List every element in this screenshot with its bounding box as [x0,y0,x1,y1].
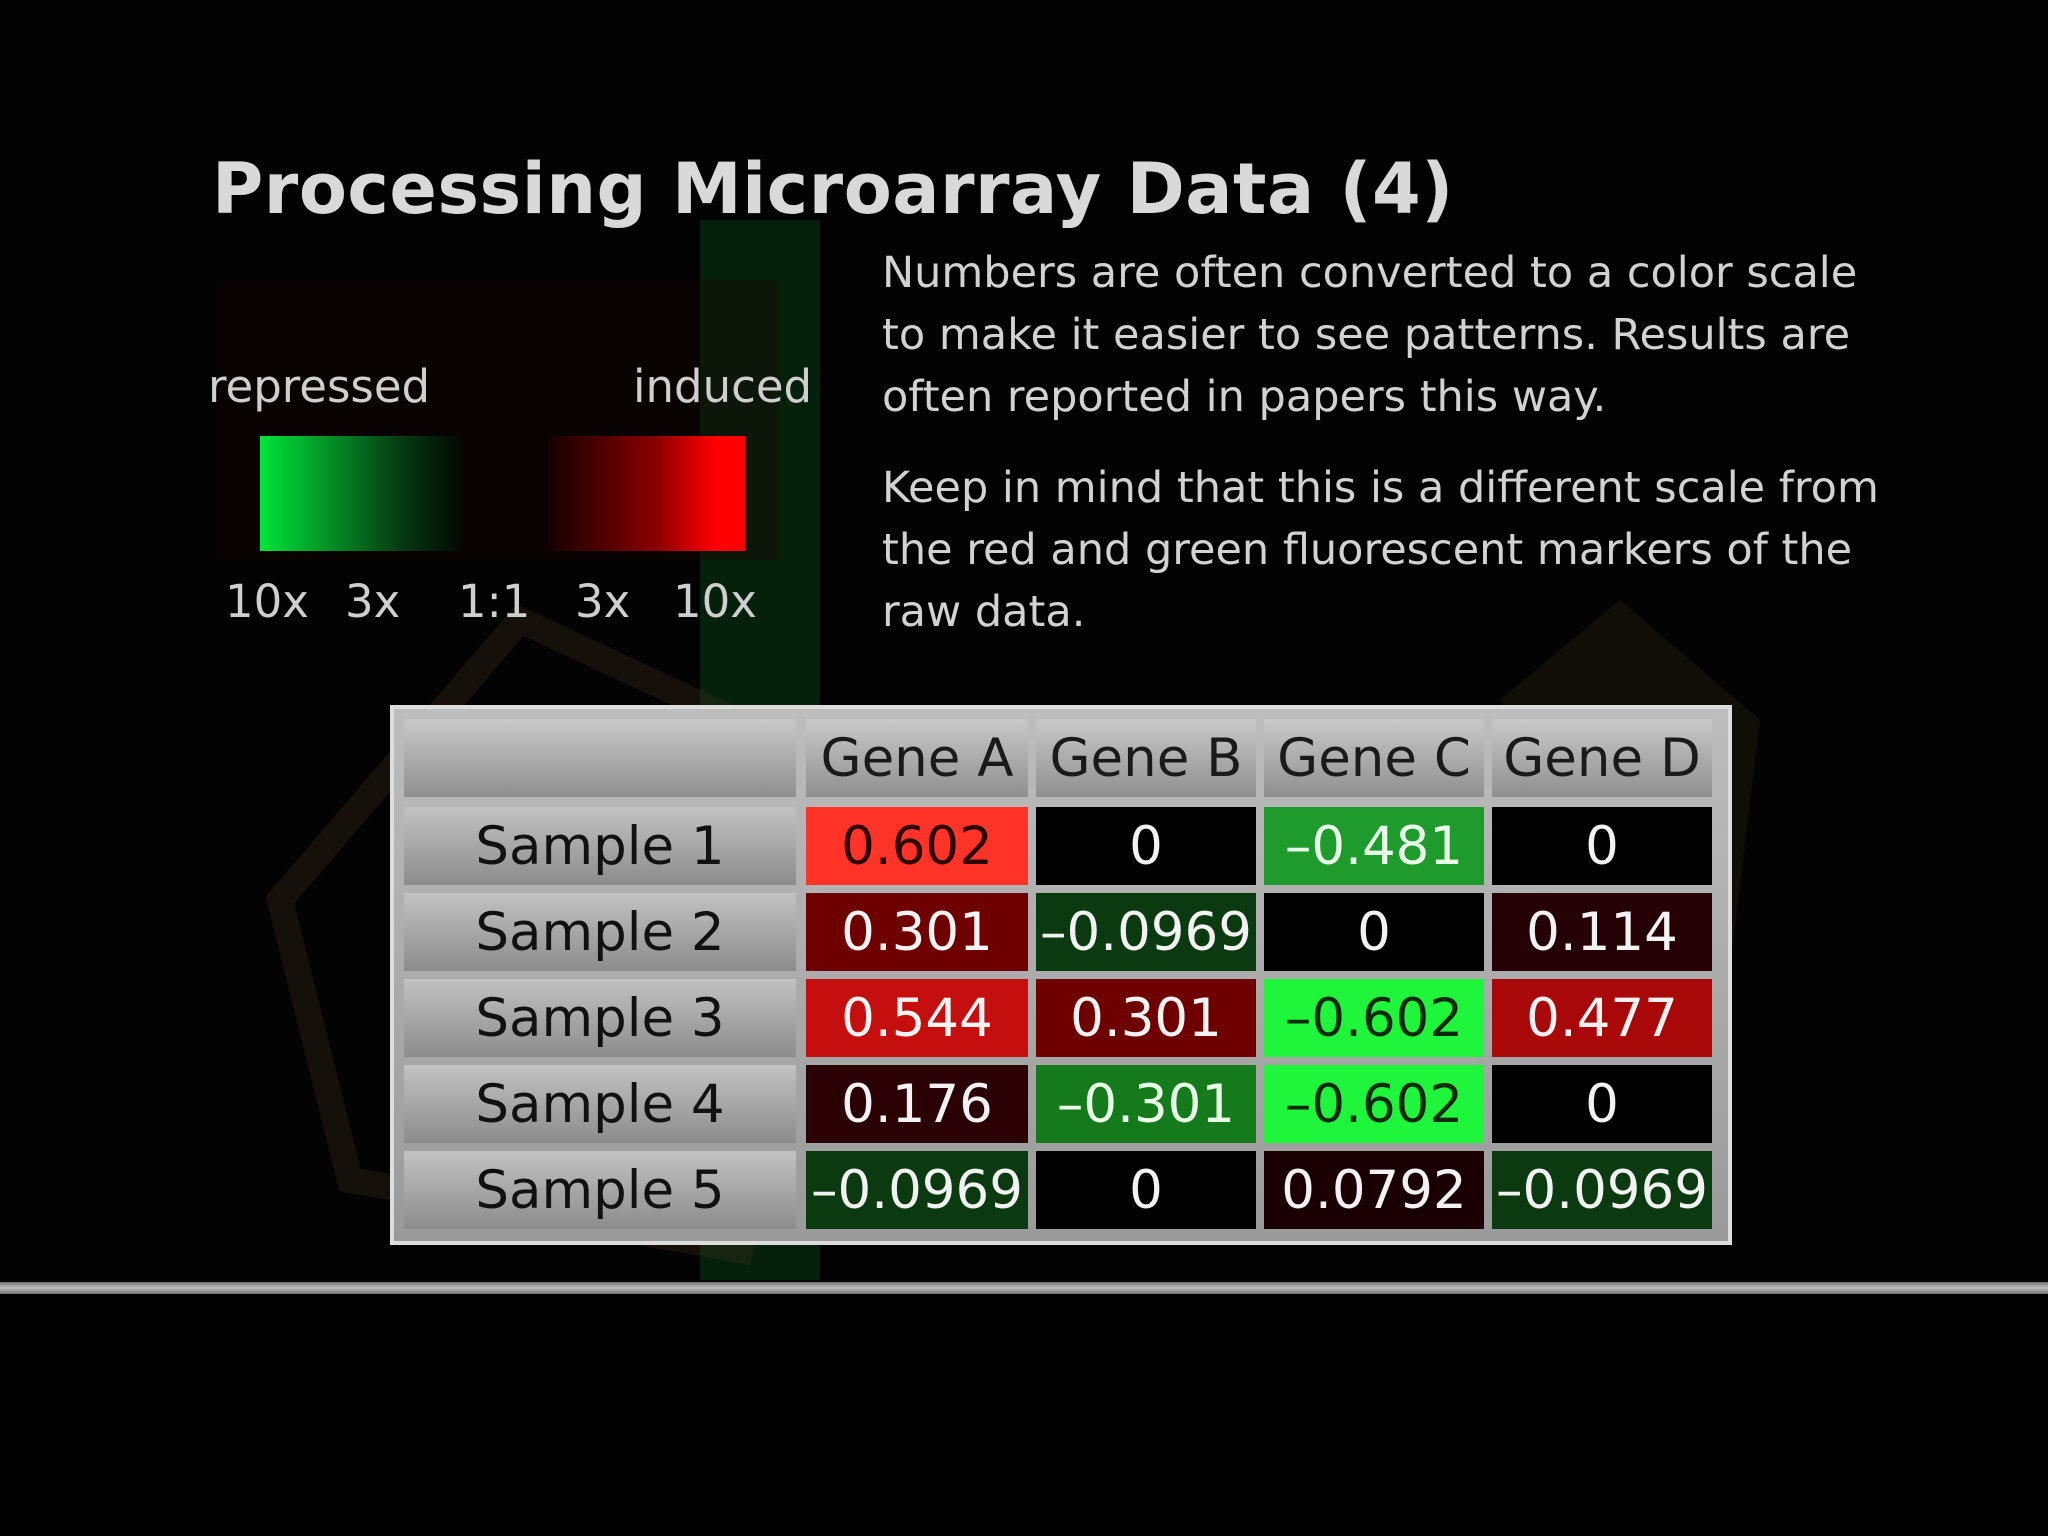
heatmap-cell: –0.602 [1264,1065,1484,1143]
slide-bottom-divider [0,1282,2048,1294]
heatmap-cell: –0.0969 [1492,1151,1712,1229]
legend-tick: 10x [225,575,309,628]
legend-ticks: 10x 3x 1:1 3x 10x [215,575,775,635]
table-corner-cell [404,719,796,797]
caution-paragraph: Keep in mind that this is a different sc… [882,463,1879,637]
heatmap-cell: 0.544 [806,979,1028,1057]
slide: Processing Microarray Data (4) repressed… [208,148,1879,1280]
row-header: Sample 5 [404,1151,796,1229]
heatmap-cell: 0 [1036,1151,1256,1229]
heatmap-cell: –0.301 [1036,1065,1256,1143]
legend-tick: 10x [673,575,757,628]
heatmap-cell: –0.0969 [1036,893,1256,971]
legend-induced-label: induced [633,360,813,413]
column-header: Gene D [1492,719,1712,797]
column-header: Gene A [806,719,1028,797]
heatmap-cell: 0 [1492,807,1712,885]
page-title: Processing Microarray Data (4) [212,148,1454,230]
legend-tick: 1:1 [458,575,531,628]
induced-gradient-swatch [548,436,745,551]
heatmap-cell: 0 [1492,1065,1712,1143]
heatmap-cell: 0.176 [806,1065,1028,1143]
heatmap-cell: –0.602 [1264,979,1484,1057]
column-header: Gene B [1036,719,1256,797]
heatmap-cell: 0.0792 [1264,1151,1484,1229]
row-header: Sample 3 [404,979,796,1057]
legend-repressed-label: repressed [208,360,431,413]
heatmap-cell: 0.477 [1492,979,1712,1057]
description-paragraph: Numbers are often converted to a color s… [882,248,1858,422]
heatmap-cell: –0.481 [1264,807,1484,885]
row-header: Sample 2 [404,893,796,971]
heatmap-cell: 0.301 [1036,979,1256,1057]
row-header: Sample 1 [404,807,796,885]
heatmap-cell: 0 [1036,807,1256,885]
heatmap-cell: –0.0969 [806,1151,1028,1229]
heatmap-cell: 0.114 [1492,893,1712,971]
row-header: Sample 4 [404,1065,796,1143]
legend-tick: 3x [575,575,631,628]
expression-heatmap-table: Gene A Gene B Gene C Gene D Sample 1 0.602 0 –0… [390,705,1732,1245]
heatmap-cell: 0 [1264,893,1484,971]
heatmap-cell: 0.602 [806,807,1028,885]
heatmap-cell: 0.301 [806,893,1028,971]
repressed-gradient-swatch [260,436,460,551]
legend-tick: 3x [345,575,401,628]
column-header: Gene C [1264,719,1484,797]
